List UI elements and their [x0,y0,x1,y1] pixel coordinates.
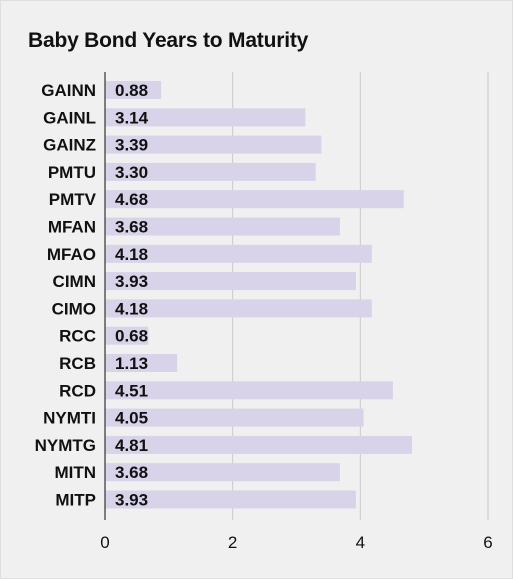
category-label: GAINL [43,108,96,127]
bar-value-label: 1.13 [115,354,148,373]
bar [105,81,162,99]
category-label: RCB [59,354,96,373]
bar-value-label: 3.39 [115,136,148,155]
bar [105,162,316,181]
category-label: CIMN [53,272,96,291]
bar-value-label: 3.93 [115,272,148,291]
category-label: NYMTG [35,436,96,455]
bar [105,326,149,345]
bar-value-label: 4.05 [115,409,148,428]
category-label: NYMTI [43,409,96,428]
bar [105,435,413,454]
bar-value-label: 3.14 [115,108,149,127]
bar-value-label: 4.18 [115,245,148,264]
bar-value-label: 4.18 [115,299,148,318]
category-label: MITP [55,491,96,510]
bar-value-label: 0.68 [115,327,148,346]
bar-value-label: 4.81 [115,436,148,455]
bar [105,190,404,209]
x-tick-label: 4 [356,533,365,552]
x-tick-label: 2 [228,533,237,552]
bar [105,381,393,400]
bar-value-label: 3.93 [115,491,148,510]
bar [105,244,372,263]
category-label: MITN [54,463,96,482]
bar-value-label: 3.30 [115,163,148,182]
category-label: GAINZ [43,136,96,155]
bar [105,217,340,236]
x-tick-label: 6 [483,533,492,552]
bar [105,490,356,509]
bar [105,108,306,127]
bar-value-label: 4.51 [115,381,148,400]
bar [105,135,322,154]
category-label: MFAN [48,218,96,237]
category-label: PMTV [49,190,97,209]
bar [105,463,340,482]
bar-value-label: 4.68 [115,190,148,209]
category-label: GAINN [41,81,96,100]
bar [105,354,178,372]
bar-value-label: 3.68 [115,218,148,237]
bar-value-label: 0.88 [115,81,148,100]
category-label: RCD [59,381,96,400]
category-label: CIMO [52,299,96,318]
bar [105,272,356,291]
bar [105,408,364,427]
chart-title: Baby Bond Years to Maturity [28,29,309,52]
bar-value-label: 3.68 [115,463,148,482]
category-label: PMTU [48,163,96,182]
category-label: MFAO [47,245,96,264]
x-tick-label: 0 [100,533,109,552]
bar [105,299,372,318]
category-label: RCC [59,327,96,346]
